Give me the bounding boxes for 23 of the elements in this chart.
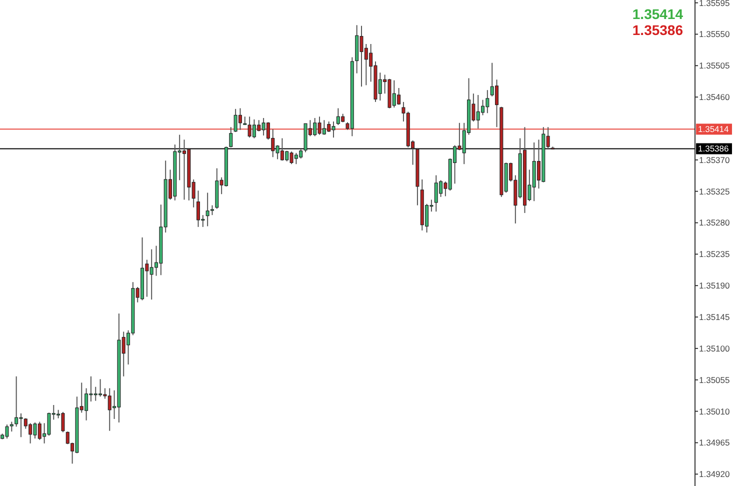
y-tick-label: 1.34965 (699, 438, 730, 448)
y-tick-label: 1.35595 (699, 0, 730, 8)
candlestick (229, 126, 233, 148)
candlestick (238, 108, 242, 130)
y-tick-label: 1.34920 (699, 469, 730, 480)
y-tick-label: 1.35100 (699, 343, 730, 354)
y-tick-label: 1.35145 (699, 312, 730, 322)
y-tick-label: 1.35460 (699, 92, 730, 102)
candlestick (210, 204, 214, 216)
y-tick-label: 1.35325 (699, 186, 730, 196)
y-tick-label: 1.35505 (699, 60, 730, 71)
candlestick (10, 421, 14, 432)
y-tick-label: 1.35190 (699, 280, 730, 291)
annotation: 1.35414 (632, 6, 684, 22)
ref-line-label: 1.35386 (698, 144, 729, 154)
y-tick-label: 1.35550 (699, 29, 730, 40)
annotation: 1.35386 (632, 22, 684, 38)
ref-line-label: 1.35414 (698, 124, 729, 134)
y-tick-label: 1.35010 (699, 406, 730, 416)
y-tick-label: 1.35235 (699, 249, 730, 260)
y-tick-label: 1.35280 (699, 218, 730, 228)
y-tick-label: 1.35370 (699, 154, 730, 165)
y-tick-label: 1.35055 (699, 374, 730, 385)
